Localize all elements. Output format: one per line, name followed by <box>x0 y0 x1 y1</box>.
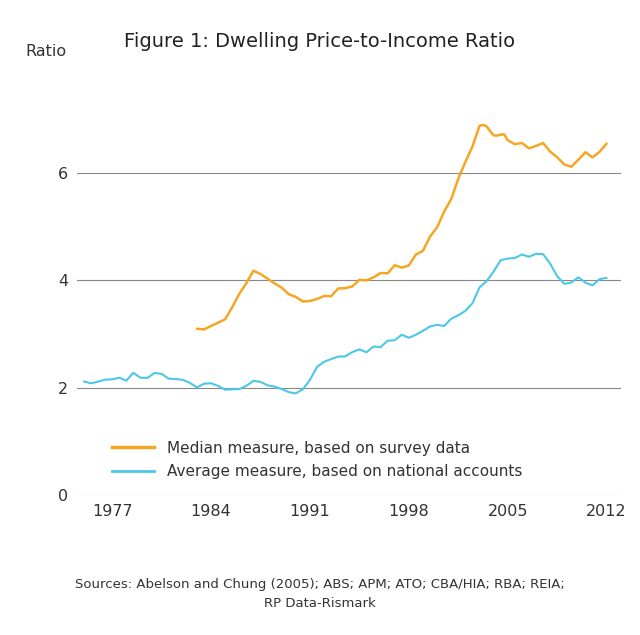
Text: Sources: Abelson and Chung (2005); ABS; APM; ATO; CBA/HIA; RBA; REIA;
RP Data-Ri: Sources: Abelson and Chung (2005); ABS; … <box>75 578 565 610</box>
Text: Figure 1: Dwelling Price-to-Income Ratio: Figure 1: Dwelling Price-to-Income Ratio <box>124 32 516 51</box>
Legend: Median measure, based on survey data, Average measure, based on national account: Median measure, based on survey data, Av… <box>111 441 522 479</box>
Text: Ratio: Ratio <box>25 44 67 60</box>
